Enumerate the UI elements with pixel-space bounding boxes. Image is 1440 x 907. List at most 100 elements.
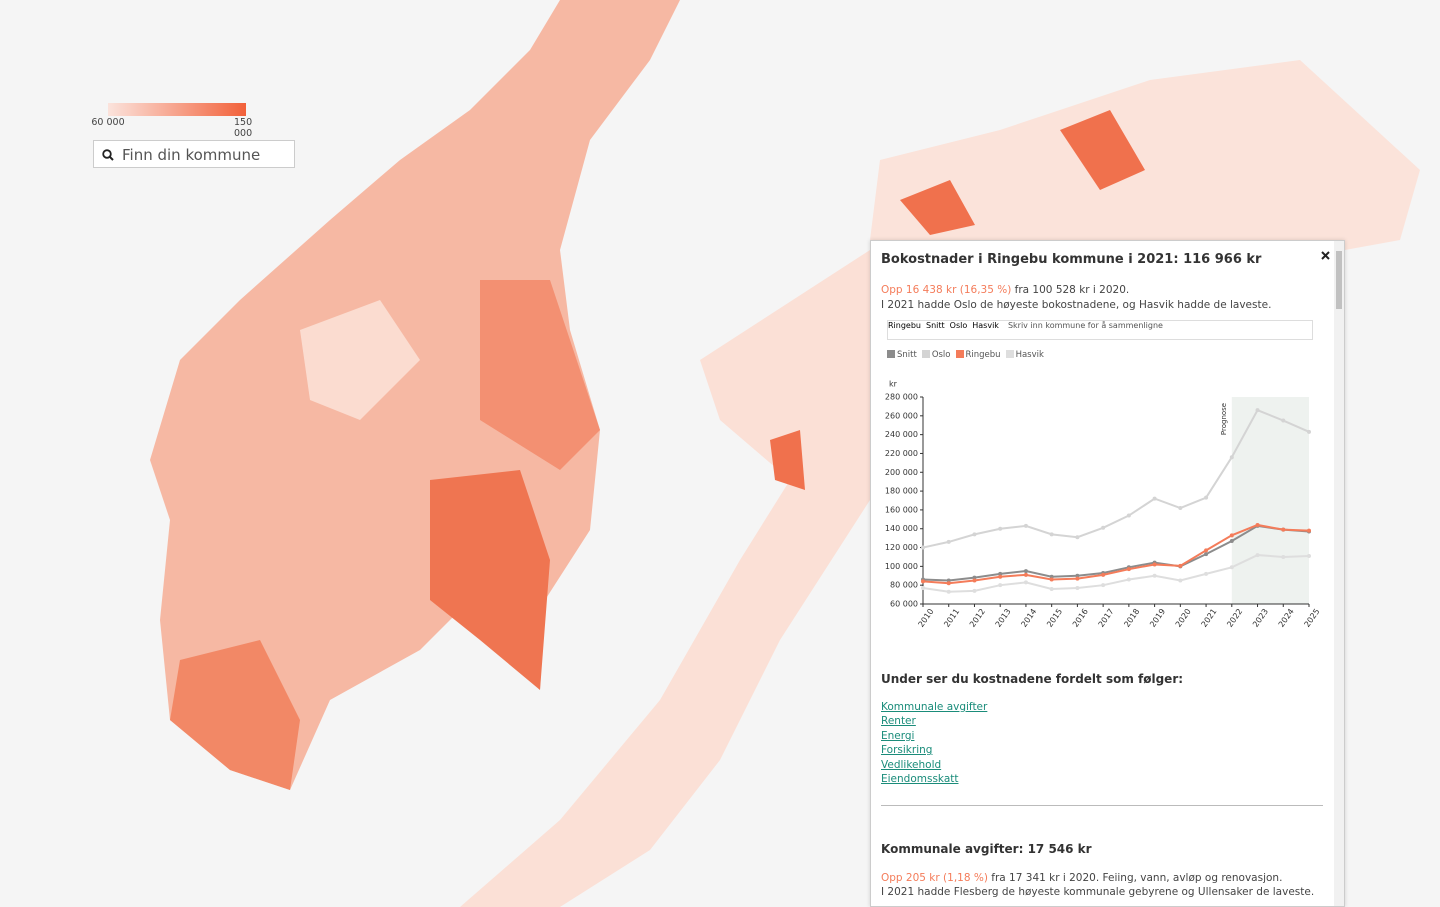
legend-item: Oslo [921, 350, 951, 360]
link[interactable]: Eiendomsskatt [881, 773, 959, 786]
forecast-area [1231, 397, 1309, 604]
legend-item: Snitt [887, 350, 917, 360]
y-tick-label: 200 000 [885, 468, 918, 477]
region [300, 300, 420, 420]
x-tick-label: 2012 [968, 607, 987, 629]
close-button[interactable] [1321, 251, 1330, 260]
tag[interactable]: Hasvik [972, 321, 1005, 330]
data-point [1281, 554, 1286, 559]
data-point [1049, 574, 1054, 579]
data-point [1023, 569, 1028, 574]
legend-item: Ringebu [955, 350, 1001, 360]
x-tick-label: 2014 [1019, 607, 1038, 629]
x-tick-label: 2022 [1225, 607, 1244, 629]
legend-swatch [921, 350, 930, 358]
compare-input[interactable]: Ringebu Snitt Oslo Hasvik Skriv inn kommune … [887, 320, 1313, 340]
legend-item: Hasvik [1005, 350, 1044, 360]
data-point [1204, 552, 1209, 557]
y-tick-label: 180 000 [885, 487, 918, 496]
link[interactable]: Forsikring [881, 744, 933, 757]
scale-label: 60 000 [91, 117, 125, 128]
legend-label: Snitt [897, 350, 917, 360]
y-tick-label: 80 000 [890, 581, 918, 590]
data-point [1255, 408, 1260, 413]
forecast-label: Prognose [1220, 403, 1228, 435]
data-point [1075, 586, 1080, 591]
legend-label: Ringebu [965, 350, 1001, 360]
data-point [946, 589, 951, 594]
data-point [1204, 548, 1209, 553]
region [170, 640, 300, 790]
cross [966, 322, 973, 329]
tag-remove[interactable] [944, 322, 951, 329]
tag-remove[interactable] [920, 322, 927, 329]
data-point [1204, 571, 1209, 576]
legend-swatch [1005, 350, 1014, 358]
data-point [1178, 578, 1183, 583]
region [480, 280, 600, 470]
legend-swatch [887, 350, 895, 358]
search-box[interactable]: Finn din kommune [93, 140, 295, 168]
link[interactable]: Kommunale avgifter [881, 701, 988, 713]
data-point [946, 539, 951, 544]
color-scale: 60 000 150 000 [90, 100, 270, 139]
tag[interactable]: Oslo [950, 321, 973, 330]
link[interactable]: Renter [881, 715, 916, 728]
data-point [1255, 522, 1260, 527]
search-placeholder: Finn din kommune [122, 146, 261, 164]
link[interactable]: Vedlikehold [881, 758, 942, 771]
data-point [1126, 577, 1131, 582]
data-point [1049, 586, 1054, 591]
tag-remove[interactable] [966, 322, 973, 329]
y-tick-label: 140 000 [885, 524, 918, 533]
data-point [1307, 429, 1311, 434]
x-tick-label: 2018 [1122, 607, 1141, 629]
links: Kommunale avgifter Renter Energi Forsikring… [881, 700, 987, 786]
cross [944, 322, 951, 329]
tag[interactable]: Ringebu [888, 321, 927, 330]
series-line [922, 523, 1310, 585]
data-point [1023, 580, 1028, 585]
y-tick-label: 60 000 [890, 600, 918, 609]
data-point [1152, 562, 1157, 567]
data-point [1075, 576, 1080, 581]
data-point [946, 578, 951, 583]
data-point [1307, 554, 1311, 559]
link[interactable]: Energi [881, 729, 915, 742]
tag-remove[interactable] [998, 322, 1005, 329]
series-line [922, 524, 1310, 582]
data-point [1152, 573, 1157, 578]
tag-label: Snitt [926, 321, 945, 330]
x-tick-label: 2015 [1045, 607, 1064, 629]
data-point [972, 532, 977, 537]
y-tick-label: 260 000 [885, 411, 918, 420]
data-point [972, 588, 977, 593]
data-point [998, 583, 1003, 588]
cross [998, 322, 1005, 329]
data-point [1204, 495, 1209, 500]
legend-label: Hasvik [1015, 350, 1044, 360]
region [770, 430, 805, 490]
y-tick-label: 160 000 [885, 505, 918, 514]
scrollbar-thumb[interactable] [1336, 251, 1342, 309]
tag-label: Ringebu [888, 321, 921, 330]
data-point [946, 581, 951, 586]
data-point [1281, 527, 1286, 532]
data-point [998, 571, 1003, 576]
x-tick-label: 2023 [1251, 607, 1270, 629]
x-tick-label: 2010 [916, 607, 935, 629]
chart: Prognose kr 60 000 80 000 100 000 120 000 140 … [885, 380, 1322, 629]
scrollbar[interactable] [1334, 241, 1344, 906]
legend: Snitt Oslo Ringebu Hasvik [887, 350, 1049, 360]
x-tick-label: 2020 [1174, 607, 1193, 629]
series-line [922, 554, 1310, 593]
change-text: fra 17 341 kr i 2020. Feiing, vann, avlø… [987, 872, 1283, 884]
change: Opp 205 kr (1,18 %) [881, 872, 988, 884]
change-line: Opp 16 438 kr (16,35 %) fra 100 528 kr i… [881, 284, 1129, 296]
info-panel: Bokostnader i Ringebu kommune i 2021: 11… [870, 240, 1345, 907]
tag[interactable]: Snitt [926, 321, 951, 330]
data-point [1229, 538, 1234, 543]
x-tick-label: 2016 [1071, 607, 1090, 629]
x-tick-label: 2024 [1277, 607, 1296, 629]
